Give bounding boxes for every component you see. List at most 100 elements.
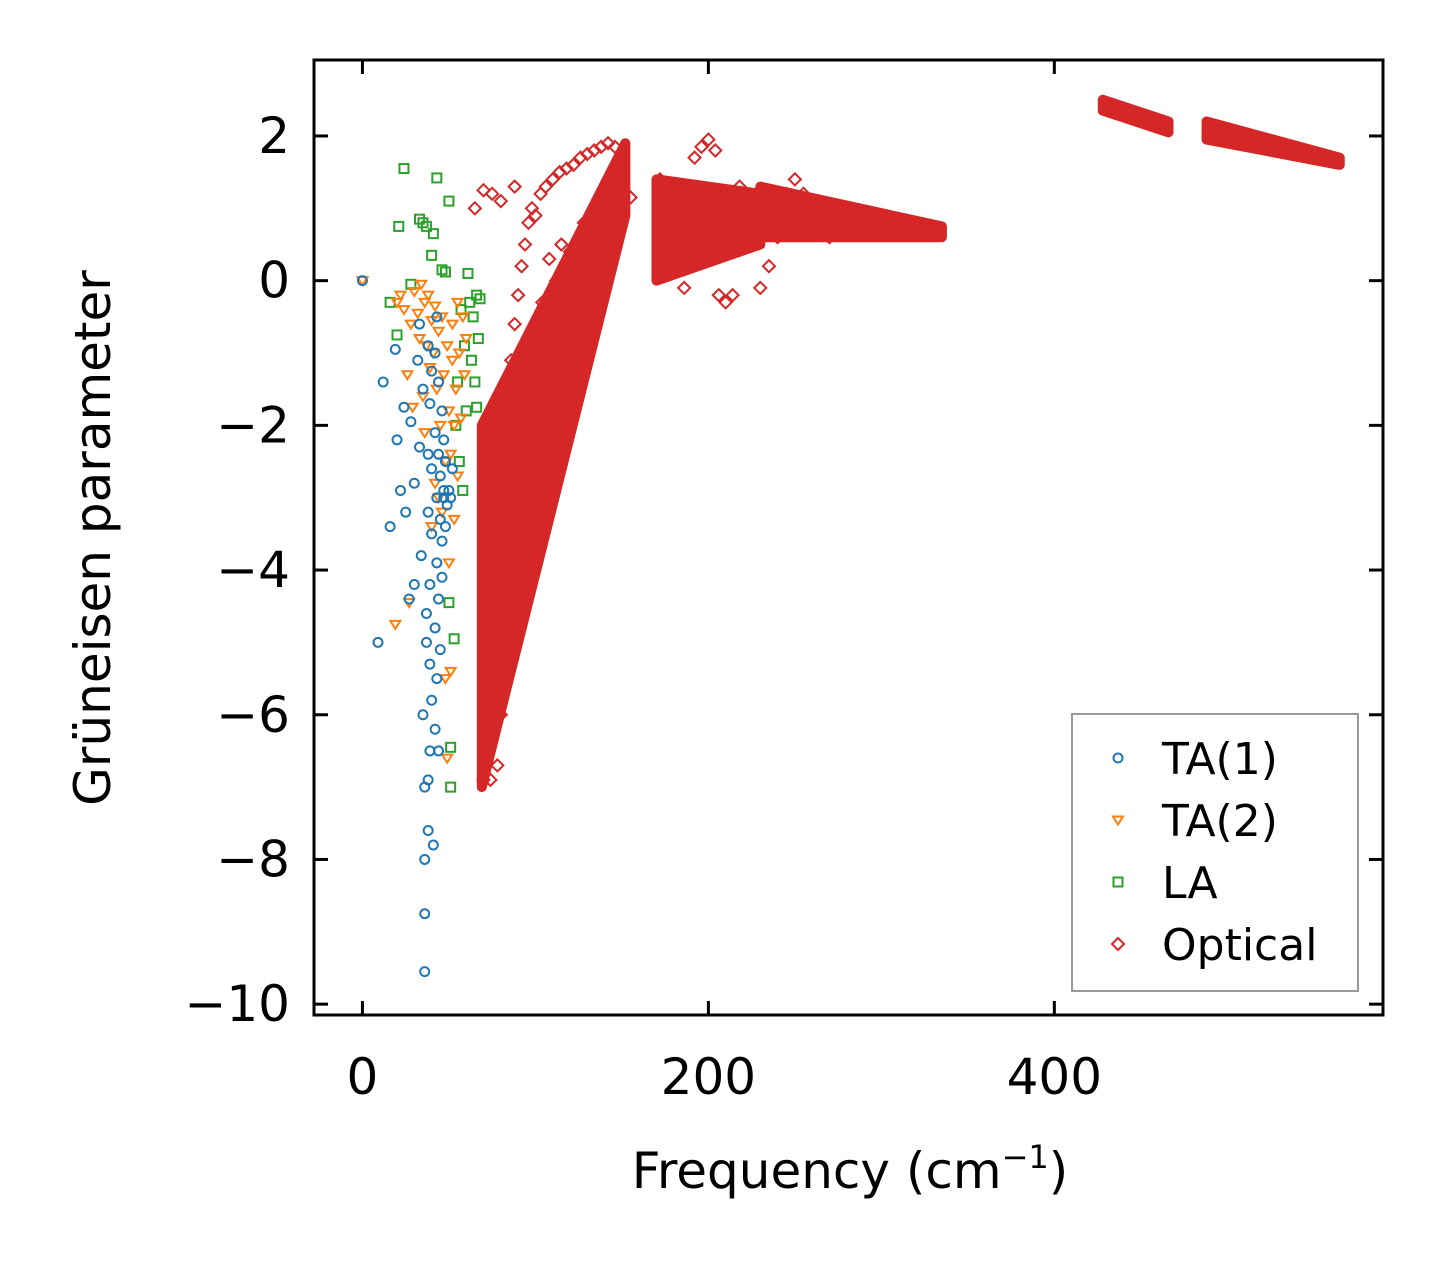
optical-point-33 xyxy=(476,182,491,198)
ta2-point-30 xyxy=(435,507,449,519)
optical-point-67 xyxy=(925,226,941,242)
ta1-point-48 xyxy=(433,376,445,388)
ta1-point-26 xyxy=(422,340,434,352)
ta2-point-15 xyxy=(417,297,432,309)
optical-point-35 xyxy=(493,193,509,209)
la-point-27 xyxy=(464,296,476,308)
ta2-point-34 xyxy=(440,341,454,353)
optical-point-55 xyxy=(778,186,794,202)
ta1-point-18 xyxy=(417,383,429,395)
ta2-point-11 xyxy=(410,308,425,320)
ta2-point-24 xyxy=(428,478,442,490)
ta1-point-50 xyxy=(433,593,445,605)
optical-point-14 xyxy=(517,237,533,252)
la-point-32 xyxy=(471,401,483,413)
ta1-point-29 xyxy=(422,774,434,786)
legend-label-ta1: TA(1) xyxy=(1161,734,1278,785)
optical-point-23 xyxy=(566,157,581,173)
ta1-point-17 xyxy=(415,550,427,562)
optical-point-15 xyxy=(521,215,536,231)
optical-point-48 xyxy=(725,287,741,303)
y-tick-label--4: −4 xyxy=(216,541,290,599)
ta2-point-50 xyxy=(457,370,472,382)
optical-band-3 xyxy=(755,181,947,243)
optical-point-85 xyxy=(597,244,613,260)
optical-point-68 xyxy=(524,345,540,361)
ta2-point-48 xyxy=(454,413,468,425)
optical-band-1 xyxy=(476,138,631,793)
optical-point-52 xyxy=(752,280,768,296)
optical-point-26 xyxy=(586,143,602,158)
optical-point-80 xyxy=(541,251,557,267)
optical-point-74 xyxy=(503,577,519,592)
optical-point-25 xyxy=(579,146,595,162)
optical-point-31 xyxy=(623,190,638,205)
optical-point-24 xyxy=(572,150,588,166)
legend-marker-ta2 xyxy=(1111,815,1125,827)
ta1-point-3 xyxy=(377,376,389,388)
ta1-point-46 xyxy=(431,557,443,569)
ta1-point-44 xyxy=(431,311,443,323)
ta1-point-51 xyxy=(433,745,445,757)
optical-point-3 xyxy=(483,692,498,708)
ta2-point-42 xyxy=(447,420,461,432)
optical-point-73 xyxy=(507,533,523,549)
la-point-30 xyxy=(469,376,481,388)
ta1-point-55 xyxy=(436,405,448,417)
optical-point-7 xyxy=(493,468,509,484)
y-tick-label-0: 0 xyxy=(258,252,290,310)
ta2-point-16 xyxy=(417,428,432,439)
ta2-point-47 xyxy=(452,348,467,360)
ta2-point-45 xyxy=(450,297,465,309)
optical-point-54 xyxy=(770,229,785,245)
y-tick-label--8: −8 xyxy=(216,830,290,888)
optical-point-22 xyxy=(559,161,574,176)
ta2-point-38 xyxy=(443,449,458,461)
optical-point-78 xyxy=(489,757,505,773)
la-point-21 xyxy=(453,456,465,468)
optical-point-47 xyxy=(718,294,734,310)
optical-point-79 xyxy=(483,772,498,788)
optical-point-10 xyxy=(503,352,519,368)
optical-point-63 xyxy=(856,215,872,231)
optical-point-2 xyxy=(479,743,495,759)
ta1-point-10 xyxy=(403,593,415,605)
ta1-point-19 xyxy=(417,709,429,721)
ta1-point-47 xyxy=(431,673,443,685)
x-tick-label-0: 0 xyxy=(347,1048,379,1106)
ta1-point-31 xyxy=(424,398,436,410)
x-tick-label-200: 200 xyxy=(661,1048,756,1106)
optical-point-62 xyxy=(839,215,855,231)
ta2-point-43 xyxy=(447,514,461,526)
ta1-point-32 xyxy=(424,579,436,591)
la-point-15 xyxy=(443,597,455,609)
ta1-point-62 xyxy=(439,456,451,468)
la-point-18 xyxy=(448,633,460,645)
optical-point-77 xyxy=(493,707,509,723)
optical-point-20 xyxy=(545,171,561,187)
ta1-point-53 xyxy=(434,513,446,525)
ta2-point-8 xyxy=(404,319,418,331)
optical-point-83 xyxy=(576,215,592,231)
optical-point-4 xyxy=(484,620,500,636)
legend-label-optical: Optical xyxy=(1162,920,1317,971)
ta1-point-38 xyxy=(426,694,438,706)
ta2-series xyxy=(355,276,474,765)
optical-point-70 xyxy=(521,381,536,397)
ta1-point-41 xyxy=(429,427,441,439)
la-point-8 xyxy=(420,220,432,232)
optical-point-37 xyxy=(652,171,668,187)
ta1-point-42 xyxy=(429,622,441,634)
ta1-point-64 xyxy=(443,484,455,496)
optical-series xyxy=(467,94,1345,793)
y-tick-label--2: −2 xyxy=(216,396,290,454)
optical-point-56 xyxy=(787,171,803,187)
la-series xyxy=(384,163,486,793)
ta2-point-23 xyxy=(428,301,442,313)
ta1-point-6 xyxy=(391,434,403,446)
optical-band-5 xyxy=(1201,116,1345,170)
optical-point-42 xyxy=(687,150,702,166)
ta2-point-29 xyxy=(435,312,449,324)
ta1-point-45 xyxy=(431,492,443,504)
ta2-point-39 xyxy=(443,666,458,678)
